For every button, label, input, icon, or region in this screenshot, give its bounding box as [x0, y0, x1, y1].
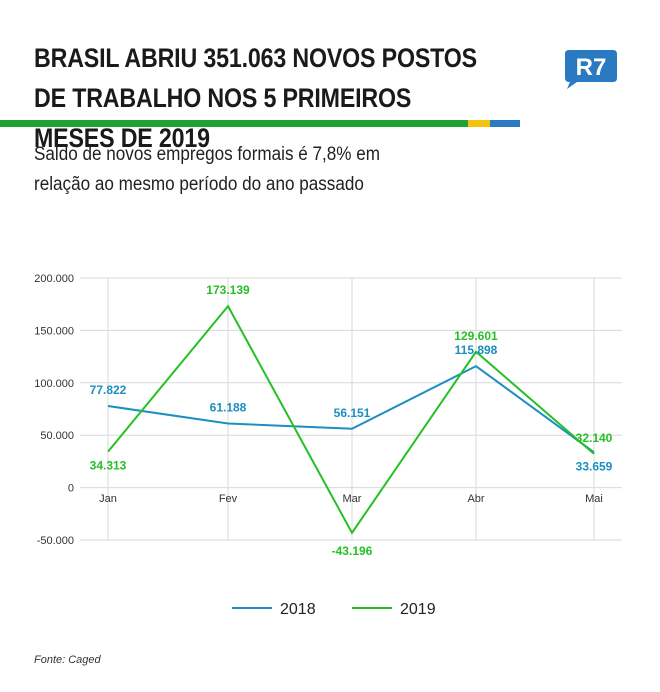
y-tick-label: 200.000	[34, 273, 74, 285]
data-label-2018: 77.822	[90, 383, 127, 397]
x-tick-label: Mar	[343, 493, 362, 505]
data-label-2019: 129.601	[454, 329, 498, 343]
r7-logo: R7	[565, 50, 617, 89]
subtitle: Saldo de novos empregos formais é 7,8% e…	[34, 144, 380, 195]
data-label-2018: 33.659	[576, 459, 613, 473]
legend-label-2018: 2018	[280, 601, 316, 618]
data-label-2018: 61.188	[210, 400, 247, 414]
x-tick-label: Mai	[585, 493, 603, 505]
x-tick-label: Jan	[99, 493, 117, 505]
legend-label-2019: 2019	[400, 601, 436, 618]
data-label-2018: 56.151	[334, 406, 371, 420]
series-line-2018	[107, 364, 595, 454]
data-label-2019: 173.139	[206, 283, 250, 297]
y-tick-label: 50.000	[40, 430, 74, 442]
data-label-2019: 32.140	[576, 431, 613, 445]
source-note: Fonte: Caged	[34, 654, 101, 666]
y-tick-label: 100.000	[34, 378, 74, 390]
data-label-2019: -43.196	[332, 544, 373, 558]
page-title: Brasil abriu 351.063 novos postos de tra…	[34, 43, 477, 153]
x-tick-label: Abr	[467, 493, 484, 505]
header-rule-green	[0, 120, 468, 127]
y-tick-label: 0	[68, 483, 74, 495]
line-chart: -50.000 0 50.000 100.000 150.000 200.000 Jan Fe…	[34, 273, 622, 618]
header-rule-yellow	[468, 120, 490, 127]
data-label-2018: 115.898	[455, 343, 498, 357]
header-rule-blue	[490, 120, 520, 127]
y-tick-label: 150.000	[34, 325, 74, 337]
data-label-2019: 34.313	[90, 459, 127, 473]
y-tick-label: -50.000	[37, 535, 74, 547]
r7-logo-text: R7	[576, 54, 607, 81]
x-tick-label: Fev	[219, 493, 238, 505]
series-line-2019	[107, 304, 595, 535]
